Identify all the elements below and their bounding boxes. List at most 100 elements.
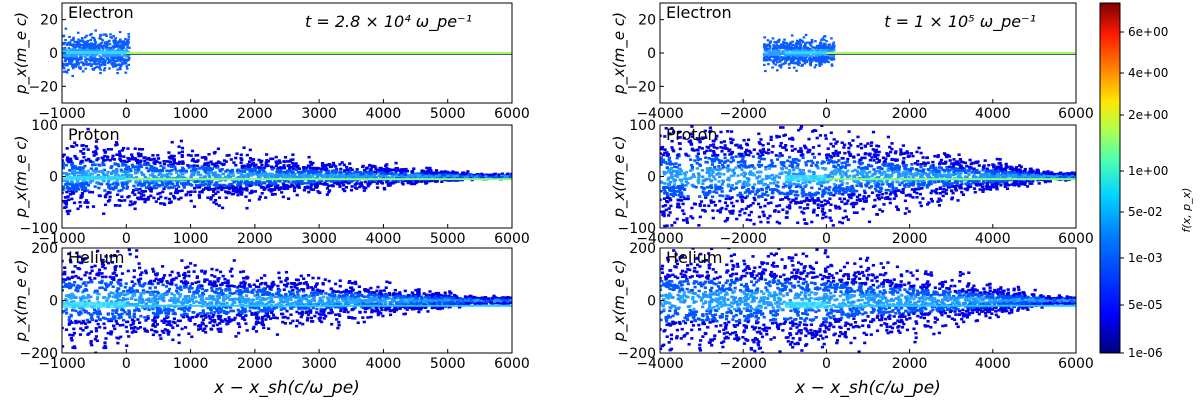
panel-0-0-xtick-label: 2000	[237, 106, 273, 122]
panel-1-0-ylabel: p_x(m_e c)	[610, 12, 629, 95]
panel-0-2-xtick-label: −1000	[38, 356, 85, 372]
colorbar-tick-label: 5e-02	[1128, 205, 1163, 219]
panels-group: −1000 0 1000 2000 3000 4000 5000 6000200−20p_x(…	[12, 2, 1094, 398]
panel-1-1-distribution	[660, 125, 1076, 228]
panel-1-0-xtick-label: 4000	[975, 106, 1011, 122]
panel-1-1-xtick-label: 6000	[1058, 231, 1094, 247]
panel-0-2-core	[62, 301, 127, 308]
panel-0-1-distribution	[62, 127, 512, 216]
panel-0-0-xtick-label: 5000	[430, 106, 466, 122]
colorbar-tick-label: 2e+00	[1128, 108, 1168, 122]
panel-0-1-xtick-label: 0	[122, 231, 131, 247]
panel-0-0-ylabel: p_x(m_e c)	[12, 12, 31, 95]
panel-0-2-xlabel: x − x_sh(c/ω_pe)	[213, 378, 360, 398]
panel-1-1-ytick-label: 0	[647, 170, 656, 186]
panel-0-1: −1000 0 1000 2000 3000 4000 5000 60001000−100p_…	[12, 118, 530, 247]
panel-1-0-xtick-label: 2000	[892, 106, 928, 122]
panel-0-2-xtick-label: 6000	[494, 356, 530, 372]
panel-1-1-ytick-label: 100	[629, 118, 656, 134]
panel-0-0-xtick-label: 1000	[173, 106, 209, 122]
panel-0-1-ytick-label: 100	[31, 118, 58, 134]
panel-0-0-xtick-label: 6000	[494, 106, 530, 122]
panel-1-2-distribution	[660, 248, 1076, 353]
panel-0-1-xtick-label: 2000	[237, 231, 273, 247]
panel-0-1-xtick-label: 6000	[494, 231, 530, 247]
panel-0-0-ytick-label: 20	[40, 13, 58, 29]
panel-0-2-xtick-label: 4000	[366, 356, 402, 372]
panel-0-2-species-label: Helium	[68, 248, 125, 267]
panel-1-1-ylabel: p_x(m_e c)	[610, 136, 629, 219]
panel-1-1-xtick-label: 4000	[975, 231, 1011, 247]
panel-1-1-xtick-label: −2000	[720, 231, 767, 247]
panel-1-1: −4000 −2000 0 2000 4000 6000 100 0 −100 p_x(m_e c…	[610, 118, 1094, 247]
colorbar-tick-label: 6e+00	[1128, 25, 1168, 39]
panel-0-0-ytick-label: 0	[49, 46, 58, 62]
panel-1-1-xtick-label: 2000	[892, 231, 928, 247]
panel-1-2-ytick-label: 0	[647, 294, 656, 310]
panel-0-1-xtick-label: −1000	[38, 231, 85, 247]
panel-1-2-core	[784, 301, 827, 308]
panel-0-1-core	[62, 175, 127, 181]
panel-1-2-ylabel: p_x(m_e c)	[610, 260, 629, 343]
panel-1-0-ytick-label: 0	[647, 46, 656, 62]
colorbar-tick-label: 5e-05	[1128, 298, 1163, 312]
colorbar-tick-label: 1e+00	[1128, 164, 1168, 178]
panel-1-1-xtick-label: −4000	[636, 231, 683, 247]
panel-0-1-ylabel: p_x(m_e c)	[12, 136, 31, 219]
panel-1-2-xtick-label: 4000	[975, 356, 1011, 372]
panel-0-2-ytick-label: 200	[31, 241, 58, 257]
colorbar-tick-label: 4e+00	[1128, 66, 1168, 80]
panel-1-2-xtick-label: 0	[822, 356, 831, 372]
panel-1-0: −4000 −2000 0 2000 4000 6000 20 0 −20p_x(m_e c) E…	[610, 2, 1094, 122]
panel-1-0-ytick-label: 20	[638, 13, 656, 29]
colorbar: 6e+00 4e+00 2e+00 1e+00 5e-02 1e-03 5e-05 1e-06…	[1099, 2, 1193, 360]
panel-1-2-species-label: Helium	[666, 248, 723, 267]
panel-1-0-xtick-label: 6000	[1058, 106, 1094, 122]
panel-1-2-xtick-label: 2000	[892, 356, 928, 372]
panel-0-1-xtick-label: 5000	[430, 231, 466, 247]
panel-0-0-xtick-label: 4000	[366, 106, 402, 122]
colorbar-bar	[1099, 2, 1121, 354]
panel-0-2-xtick-label: 2000	[237, 356, 273, 372]
panel-0-2-ytick-label: −200	[20, 346, 58, 362]
panel-1-0-distribution	[762, 33, 1076, 73]
panel-0-2-xtick-label: 5000	[430, 356, 466, 372]
panel-1-0-species-label: Electron	[666, 3, 732, 22]
panel-0-2-xtick-label: 0	[122, 356, 131, 372]
panel-0-1-xtick-label: 1000	[173, 231, 209, 247]
colorbar-label: f(x, p_x)	[1180, 188, 1193, 233]
panel-0-0-core	[62, 51, 127, 54]
panel-1-0-time-label: t = 1 × 10⁵ ω_pe⁻¹	[884, 12, 1036, 32]
panel-0-0-species-label: Electron	[68, 3, 134, 22]
panel-1-1-ytick-label: −100	[618, 221, 656, 237]
panel-1-2-xlabel: x − x_sh(c/ω_pe)	[794, 378, 941, 398]
panel-1-2-ytick-label: −200	[618, 346, 656, 362]
panel-1-2-ytick-label: 200	[629, 241, 656, 257]
panel-0-1-xtick-label: 4000	[366, 231, 402, 247]
panel-0-0-xtick-label: −1000	[38, 106, 85, 122]
panel-1-2-xtick-label: −2000	[720, 356, 767, 372]
panel-0-0-ytick-label: −20	[28, 79, 58, 95]
panel-1-1-species-label: Proton	[666, 125, 718, 144]
panel-1-0-xtick-label: −4000	[636, 106, 683, 122]
panel-0-2-xtick-label: 3000	[301, 356, 337, 372]
panel-0-0-xtick-label: 0	[122, 106, 131, 122]
panel-0-2: −1000 0 1000 2000 3000 4000 5000 60002000−200p_…	[12, 241, 530, 398]
colorbar-tick-label: 1e-06	[1128, 346, 1163, 360]
panel-0-2-ylabel: p_x(m_e c)	[12, 260, 31, 343]
panel-0-0: −1000 0 1000 2000 3000 4000 5000 6000 20 0 −20p_x(…	[12, 2, 530, 122]
panel-0-0-time-label: t = 2.8 × 10⁴ ω_pe⁻¹	[305, 12, 472, 32]
panel-1-0-core	[784, 51, 827, 55]
colorbar-tick-label: 1e-03	[1128, 251, 1163, 265]
panel-0-2-ytick-label: 0	[49, 294, 58, 310]
panel-1-2-xtick-label: 6000	[1058, 356, 1094, 372]
panel-1-0-ytick-label: −20	[626, 79, 656, 95]
panel-1-0-xtick-label: 0	[822, 106, 831, 122]
panel-1-1-xtick-label: 0	[822, 231, 831, 247]
panel-0-2-xtick-label: 1000	[173, 356, 209, 372]
panel-0-1-xtick-label: 3000	[301, 231, 337, 247]
panel-0-1-ytick-label: 0	[49, 170, 58, 186]
panel-0-1-ytick-label: −100	[20, 221, 58, 237]
